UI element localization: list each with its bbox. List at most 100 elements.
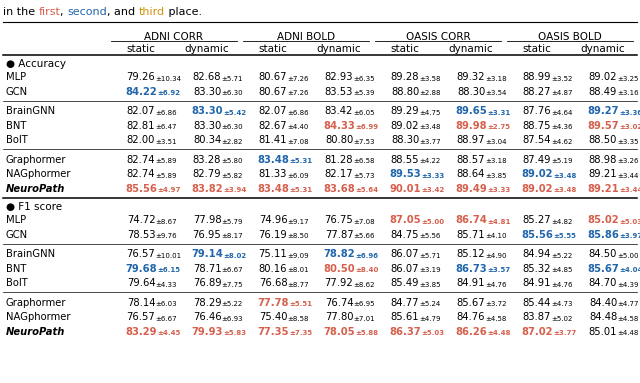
- Text: ±6.95: ±6.95: [354, 301, 375, 307]
- Text: ±6.05: ±6.05: [353, 110, 375, 116]
- Text: 86.37: 86.37: [389, 327, 421, 337]
- Text: ±4.48: ±4.48: [618, 330, 639, 336]
- Text: 86.26: 86.26: [455, 327, 487, 337]
- Text: ±3.18: ±3.18: [486, 76, 507, 82]
- Text: ,: ,: [61, 7, 67, 17]
- Text: BNT: BNT: [6, 121, 26, 131]
- Text: 81.41: 81.41: [259, 135, 287, 145]
- Text: 85.56: 85.56: [125, 184, 157, 194]
- Text: ±5.03: ±5.03: [619, 219, 640, 225]
- Text: ±4.76: ±4.76: [486, 282, 507, 288]
- Text: 82.07: 82.07: [259, 106, 287, 116]
- Text: ±5.88: ±5.88: [355, 330, 378, 336]
- Text: ● Accuracy: ● Accuracy: [6, 59, 66, 69]
- Text: ±5.89: ±5.89: [156, 158, 177, 164]
- Text: ±5.56: ±5.56: [420, 233, 441, 239]
- Text: ±10.34: ±10.34: [156, 76, 182, 82]
- Text: place.: place.: [165, 7, 202, 17]
- Text: 89.28: 89.28: [391, 72, 419, 82]
- Text: ±6.96: ±6.96: [355, 253, 378, 259]
- Text: ±8.50: ±8.50: [287, 233, 309, 239]
- Text: ±9.09: ±9.09: [287, 253, 309, 259]
- Text: 83.48: 83.48: [257, 155, 289, 165]
- Text: ±6.03: ±6.03: [156, 301, 177, 307]
- Text: ±7.08: ±7.08: [354, 219, 375, 225]
- Text: ±4.75: ±4.75: [420, 110, 441, 116]
- Text: 84.70: 84.70: [589, 278, 617, 288]
- Text: 82.67: 82.67: [259, 121, 287, 131]
- Text: 88.57: 88.57: [457, 155, 485, 165]
- Text: ±3.31: ±3.31: [487, 110, 511, 116]
- Text: 80.50: 80.50: [323, 264, 355, 274]
- Text: 88.27: 88.27: [523, 87, 551, 97]
- Text: ±5.42: ±5.42: [223, 110, 246, 116]
- Text: ±3.58: ±3.58: [420, 76, 441, 82]
- Text: 85.49: 85.49: [391, 278, 419, 288]
- Text: ±5.80: ±5.80: [221, 158, 243, 164]
- Text: 84.48: 84.48: [589, 312, 617, 322]
- Text: ±3.16: ±3.16: [618, 90, 639, 96]
- Text: ±4.39: ±4.39: [618, 282, 639, 288]
- Text: 82.74: 82.74: [127, 169, 156, 179]
- Text: ±5.31: ±5.31: [289, 187, 312, 193]
- Text: 89.02: 89.02: [521, 169, 553, 179]
- Text: 88.75: 88.75: [523, 121, 551, 131]
- Text: ±4.77: ±4.77: [618, 301, 639, 307]
- Text: 82.00: 82.00: [127, 135, 155, 145]
- Text: ±6.93: ±6.93: [221, 316, 243, 322]
- Text: 88.97: 88.97: [457, 135, 485, 145]
- Text: ±2.88: ±2.88: [419, 90, 441, 96]
- Text: ±10.01: ±10.01: [156, 253, 182, 259]
- Text: 81.28: 81.28: [324, 155, 353, 165]
- Text: ±5.71: ±5.71: [420, 253, 441, 259]
- Text: ±3.35: ±3.35: [618, 139, 639, 145]
- Text: 89.49: 89.49: [455, 184, 487, 194]
- Text: 89.02: 89.02: [589, 72, 617, 82]
- Text: ±5.51: ±5.51: [289, 301, 312, 307]
- Text: 85.67: 85.67: [457, 298, 485, 308]
- Text: MLP: MLP: [6, 72, 26, 82]
- Text: ±5.22: ±5.22: [552, 253, 573, 259]
- Text: ±8.58: ±8.58: [287, 316, 309, 322]
- Text: ±4.48: ±4.48: [487, 330, 511, 336]
- Text: ±8.40: ±8.40: [355, 267, 378, 273]
- Text: ±3.85: ±3.85: [486, 173, 507, 179]
- Text: 83.53: 83.53: [325, 87, 353, 97]
- Text: ±4.82: ±4.82: [552, 219, 573, 225]
- Text: 88.30: 88.30: [457, 87, 485, 97]
- Text: ±6.47: ±6.47: [156, 124, 177, 130]
- Text: ±4.87: ±4.87: [552, 90, 573, 96]
- Text: ±2.75: ±2.75: [487, 124, 510, 130]
- Text: 88.98: 88.98: [589, 155, 617, 165]
- Text: ±6.67: ±6.67: [221, 267, 243, 273]
- Text: 76.95: 76.95: [193, 230, 221, 240]
- Text: 79.64: 79.64: [127, 278, 156, 288]
- Text: 76.19: 76.19: [259, 230, 287, 240]
- Text: 88.64: 88.64: [457, 169, 485, 179]
- Text: 83.30: 83.30: [193, 121, 221, 131]
- Text: ±5.66: ±5.66: [354, 233, 375, 239]
- Text: 82.93: 82.93: [324, 72, 353, 82]
- Text: 80.80: 80.80: [325, 135, 353, 145]
- Text: 85.12: 85.12: [457, 249, 485, 259]
- Text: ±3.54: ±3.54: [485, 90, 507, 96]
- Text: ±4.40: ±4.40: [287, 124, 309, 130]
- Text: 85.32: 85.32: [523, 264, 551, 274]
- Text: 80.67: 80.67: [259, 72, 287, 82]
- Text: , and: , and: [108, 7, 139, 17]
- Text: 89.53: 89.53: [389, 169, 421, 179]
- Text: ±5.02: ±5.02: [552, 316, 573, 322]
- Text: first: first: [38, 7, 61, 17]
- Text: 89.57: 89.57: [587, 121, 619, 131]
- Text: 84.76: 84.76: [457, 312, 485, 322]
- Text: ±6.86: ±6.86: [156, 110, 177, 116]
- Text: ±5.03: ±5.03: [421, 330, 444, 336]
- Text: ±7.53: ±7.53: [353, 139, 375, 145]
- Text: ±5.79: ±5.79: [221, 219, 243, 225]
- Text: 81.33: 81.33: [259, 169, 287, 179]
- Text: ±6.86: ±6.86: [287, 110, 309, 116]
- Text: ±4.90: ±4.90: [486, 253, 507, 259]
- Text: BNT: BNT: [6, 264, 26, 274]
- Text: NeuroPath: NeuroPath: [6, 327, 65, 337]
- Text: ±8.67: ±8.67: [156, 219, 177, 225]
